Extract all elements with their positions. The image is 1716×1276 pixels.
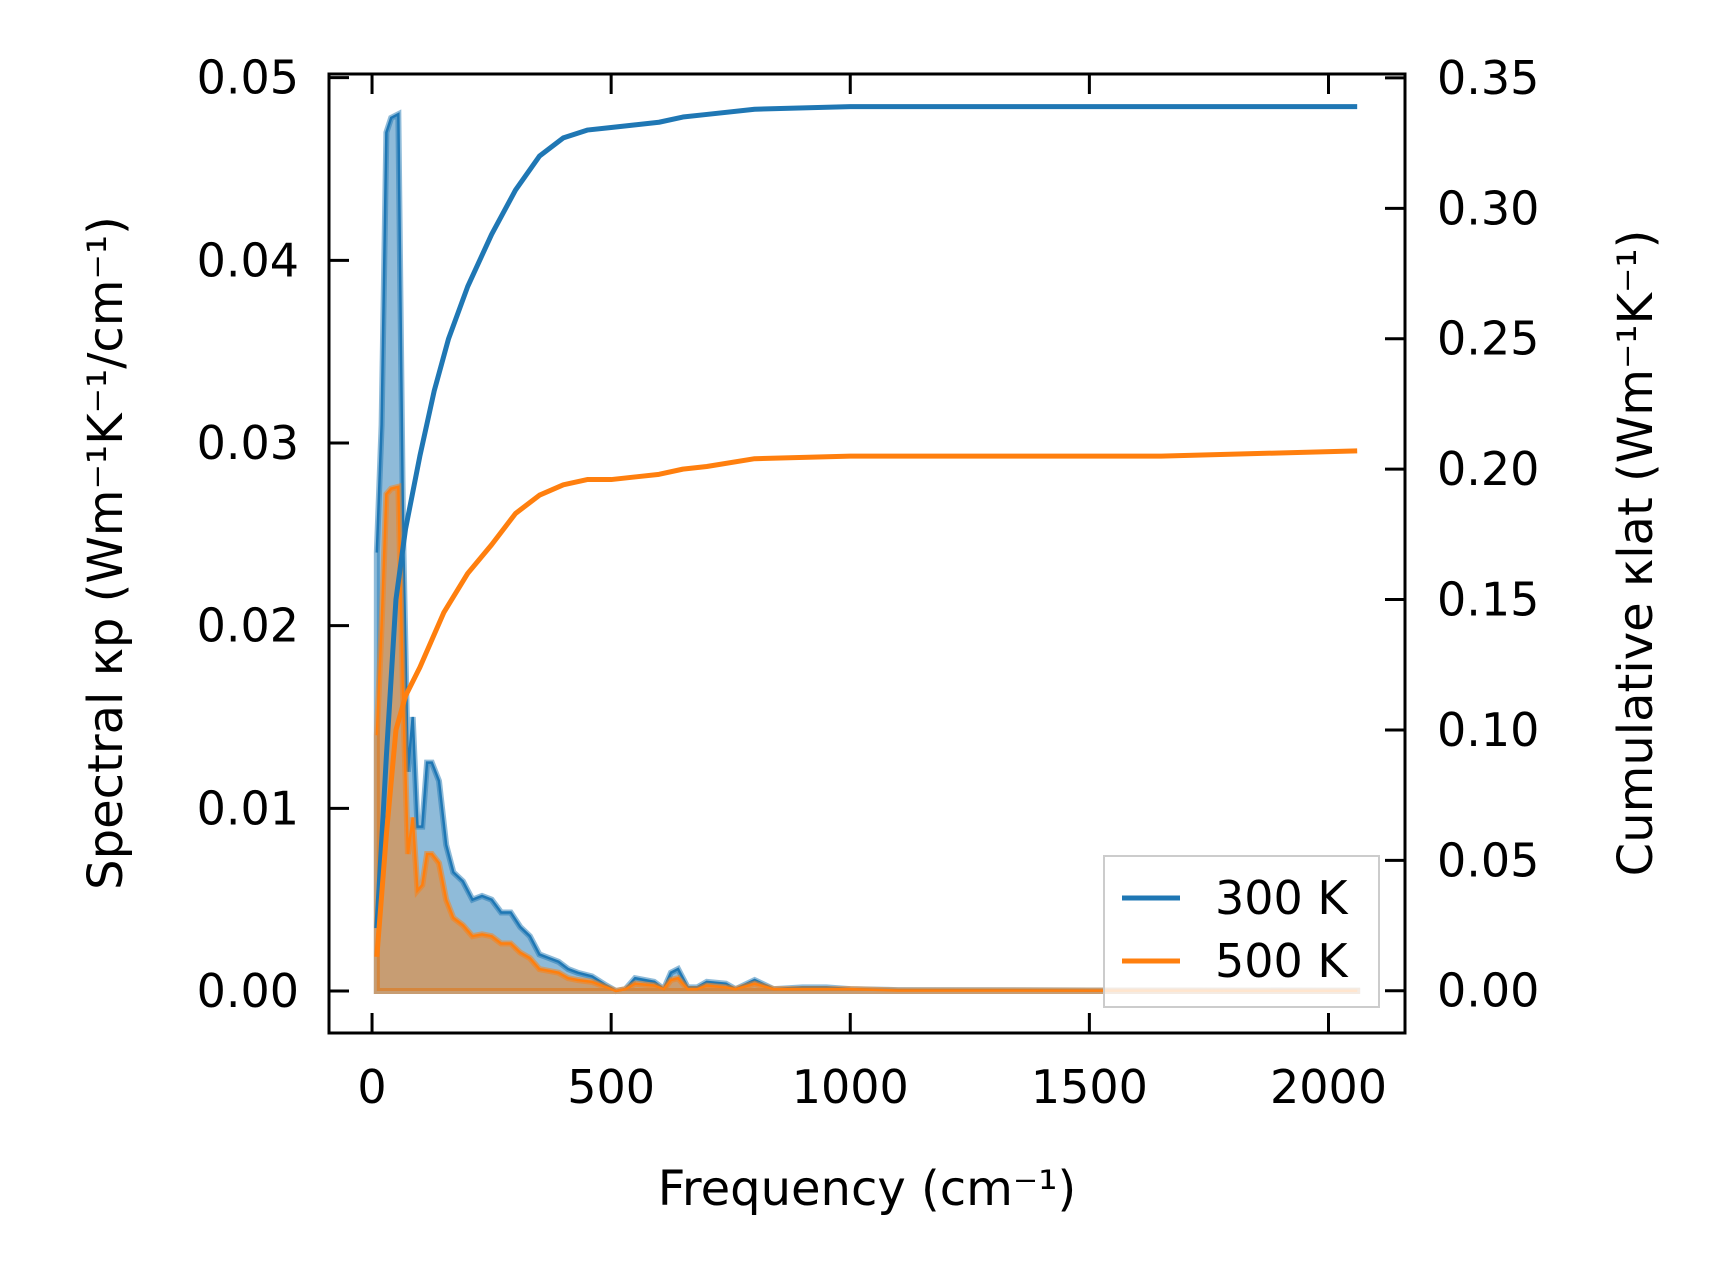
y-tick-label-left: 0.03 xyxy=(197,416,299,470)
y-tick-label-right: 0.20 xyxy=(1437,442,1539,496)
y-tick-label-right: 0.35 xyxy=(1437,51,1539,105)
y-tick-label-right: 0.30 xyxy=(1437,181,1539,235)
y-tick-label-left: 0.04 xyxy=(197,233,299,287)
legend-box xyxy=(1103,855,1380,1008)
y-tick-label-left: 0.02 xyxy=(197,599,299,653)
legend-label-500k: 500 K xyxy=(1215,934,1349,988)
x-tick-label: 500 xyxy=(567,1060,655,1114)
y-tick-label-right: 0.25 xyxy=(1437,312,1539,366)
spectral-line-500k xyxy=(375,485,1358,993)
y-tick-label-left: 0.01 xyxy=(197,781,299,835)
axes-frame xyxy=(327,72,1407,1035)
y-tick-label-right: 0.05 xyxy=(1437,833,1539,887)
y-tick-label-right: 0.15 xyxy=(1437,573,1539,627)
x-tick-label: 1500 xyxy=(1031,1060,1148,1114)
cumulative-line-500k xyxy=(374,448,1358,958)
plot-area xyxy=(373,104,1361,995)
y-tick-label-right: 0.00 xyxy=(1437,964,1539,1018)
legend: 300 K 500 K xyxy=(1103,855,1380,1008)
y-tick-label-right: 0.10 xyxy=(1437,703,1539,757)
x-axis-label: Frequency (cm⁻¹) xyxy=(658,1161,1076,1217)
x-tick-label: 0 xyxy=(357,1060,386,1114)
ticks: 0 500 1000 1500 2000 0.00 0.01 0.02 0.03 0.04 0.05… xyxy=(197,51,1540,1114)
y-tick-label-left: 0.00 xyxy=(197,964,299,1018)
cumulative-line-300k xyxy=(374,104,1358,929)
y-tick-label-left: 0.05 xyxy=(197,51,299,105)
legend-label-300k: 300 K xyxy=(1215,871,1349,925)
y-axis-label-right: Cumulative κlat (Wm⁻¹K⁻¹) xyxy=(1608,230,1664,877)
x-tick-label: 1000 xyxy=(792,1060,909,1114)
y-axis-label-left: Spectral κp (Wm⁻¹K⁻¹/cm⁻¹) xyxy=(78,216,134,890)
x-tick-label: 2000 xyxy=(1270,1060,1387,1114)
